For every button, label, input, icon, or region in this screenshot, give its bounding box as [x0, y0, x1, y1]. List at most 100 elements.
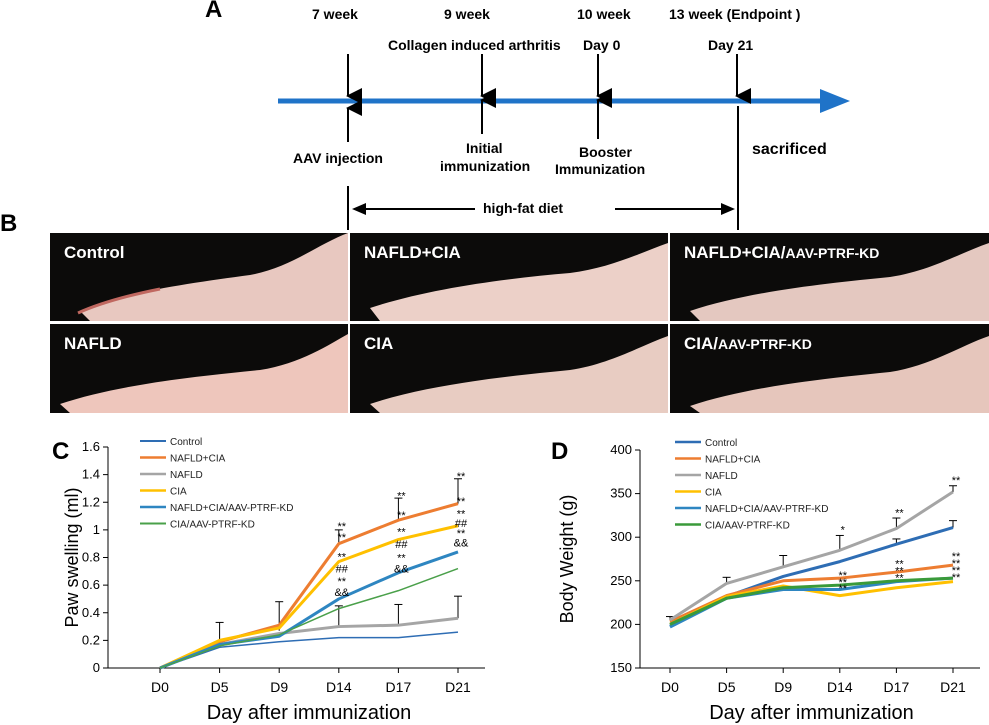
legend-label: NAFLD+CIA/AAV-PTRF-KD — [170, 503, 293, 514]
x-axis-title: Day after immunization — [207, 702, 412, 724]
panel-b-letter: B — [0, 210, 18, 237]
legend-label: NAFLD+CIA/AAV-PTRF-KD — [705, 504, 828, 515]
panel-c-letter: C — [52, 438, 70, 465]
legend-label: NAFLD — [170, 470, 203, 481]
label-13-week: 13 week (Endpoint ) — [669, 6, 801, 22]
x-tick-label: D14 — [827, 679, 853, 695]
label-aav-injection: AAV injection — [293, 150, 383, 166]
y-axis-title: Body Weight (g) — [557, 495, 577, 624]
significance-mark: ** — [839, 577, 848, 589]
x-axis-title: Day after immunization — [709, 702, 914, 724]
y-tick-label: 400 — [610, 442, 632, 457]
x-tick-label: D17 — [884, 679, 910, 695]
y-tick-label: 1.4 — [82, 467, 100, 482]
y-tick-label: 0.8 — [82, 550, 100, 565]
photo-label-control: Control — [64, 243, 125, 262]
label-day-21: Day 21 — [708, 37, 754, 53]
series-line-cia-aav-ptrf-kd — [159, 567, 459, 669]
photo-control: Control — [50, 233, 348, 321]
significance-mark: ** — [895, 566, 904, 578]
significance-mark: ** — [895, 507, 904, 519]
y-tick-label: 1.6 — [82, 439, 100, 454]
y-tick-label: 350 — [610, 486, 632, 501]
y-tick-label: 0.4 — [82, 605, 100, 620]
label-day-0: Day 0 — [583, 37, 621, 53]
legend-label: CIA — [705, 488, 722, 499]
legend-label: CIA/AAV-PTRF-KD — [170, 520, 255, 531]
label-initial: Initial — [466, 140, 503, 156]
x-tick-label: D5 — [718, 679, 736, 695]
x-tick-label: D5 — [211, 679, 229, 695]
y-tick-label: 0 — [93, 660, 100, 675]
significance-mark: ## — [455, 518, 468, 530]
significance-mark: && — [454, 537, 469, 549]
x-tick-label: D17 — [386, 679, 412, 695]
x-tick-label: D0 — [151, 679, 169, 695]
significance-mark: && — [334, 587, 349, 599]
significance-mark: ** — [895, 573, 904, 585]
significance-mark: ** — [457, 528, 466, 540]
y-tick-label: 0.6 — [82, 577, 100, 592]
significance-mark: ** — [457, 471, 466, 483]
series-line-nafld — [669, 490, 954, 622]
y-tick-label: 250 — [610, 573, 632, 588]
significance-mark: ** — [457, 496, 466, 508]
x-tick-label: D21 — [445, 679, 471, 695]
significance-mark: ** — [338, 521, 347, 533]
legend-label: Control — [170, 437, 202, 448]
label-9-week: 9 week — [444, 6, 490, 22]
y-axis-title: Paw swelling (ml) — [62, 487, 82, 627]
y-tick-label: 150 — [610, 660, 632, 675]
significance-mark: ** — [397, 526, 406, 538]
legend-label: NAFLD — [705, 471, 738, 482]
significance-mark: * — [841, 525, 846, 537]
series-line-cia — [159, 524, 459, 670]
label-high-fat-diet: high-fat diet — [483, 200, 564, 216]
photo-cia-aav: CIA/AAV-PTRF-KD — [670, 324, 989, 413]
label-collagen-induced-arthritis: Collagen induced arthritis — [388, 37, 561, 53]
x-tick-label: D14 — [326, 679, 352, 695]
significance-mark: ** — [338, 551, 347, 563]
significance-mark: ** — [839, 570, 848, 582]
photo-label-cia-aav: CIA/AAV-PTRF-KD — [684, 334, 812, 353]
significance-mark: ** — [839, 583, 848, 595]
y-tick-label: 0.2 — [82, 632, 100, 647]
x-tick-label: D9 — [774, 679, 792, 695]
label-booster: Booster — [579, 144, 632, 160]
photo-nafld-cia: NAFLD+CIA — [350, 233, 668, 321]
series-line-control — [669, 526, 954, 628]
legend-label: NAFLD+CIA — [170, 454, 226, 465]
y-tick-label: 200 — [610, 616, 632, 631]
label-immunization: immunization — [440, 158, 531, 174]
x-tick-label: D9 — [270, 679, 288, 695]
photo-nafld: NAFLD — [50, 324, 348, 413]
photo-cia: CIA — [350, 324, 668, 413]
significance-mark: ## — [395, 539, 408, 551]
legend-label: Control — [705, 438, 737, 449]
timeline-graphic — [278, 54, 850, 230]
significance-mark: ## — [336, 564, 349, 576]
legend-label: CIA/AAV-PTRF-KD — [705, 521, 790, 532]
photo-label-nafld: NAFLD — [64, 334, 122, 353]
significance-mark: ** — [338, 532, 347, 544]
panel-d-letter: D — [551, 438, 569, 465]
significance-mark: ** — [895, 559, 904, 571]
series-line-cia-aav-ptrf-kd — [669, 576, 954, 626]
significance-mark: ** — [952, 558, 961, 570]
significance-mark: ** — [952, 572, 961, 584]
chart-paw-swelling: 0 0.2 0.4 0.6 0.8 1 1.2 1.4 1.6 D0 D5 D9 D14 D17 D21 Pa… — [62, 437, 485, 724]
x-tick-label: D21 — [940, 679, 966, 695]
significance-mark: ** — [952, 475, 961, 487]
photo-nafld-cia-aav: NAFLD+CIA/AAV-PTRF-KD — [670, 233, 989, 321]
label-7-week: 7 week — [312, 6, 358, 22]
y-tick-label: 300 — [610, 529, 632, 544]
legend-label: CIA — [170, 487, 187, 498]
series-line-nafld-cia-aav-ptrf-kd — [159, 550, 459, 670]
legend-label: NAFLD+CIA — [705, 455, 761, 466]
significance-mark: ** — [952, 565, 961, 577]
significance-mark: ** — [397, 510, 406, 522]
y-tick-label: 1.2 — [82, 494, 100, 509]
label-10-week: 10 week — [577, 6, 631, 22]
y-tick-label: 1 — [93, 522, 100, 537]
significance-mark: ** — [338, 576, 347, 588]
